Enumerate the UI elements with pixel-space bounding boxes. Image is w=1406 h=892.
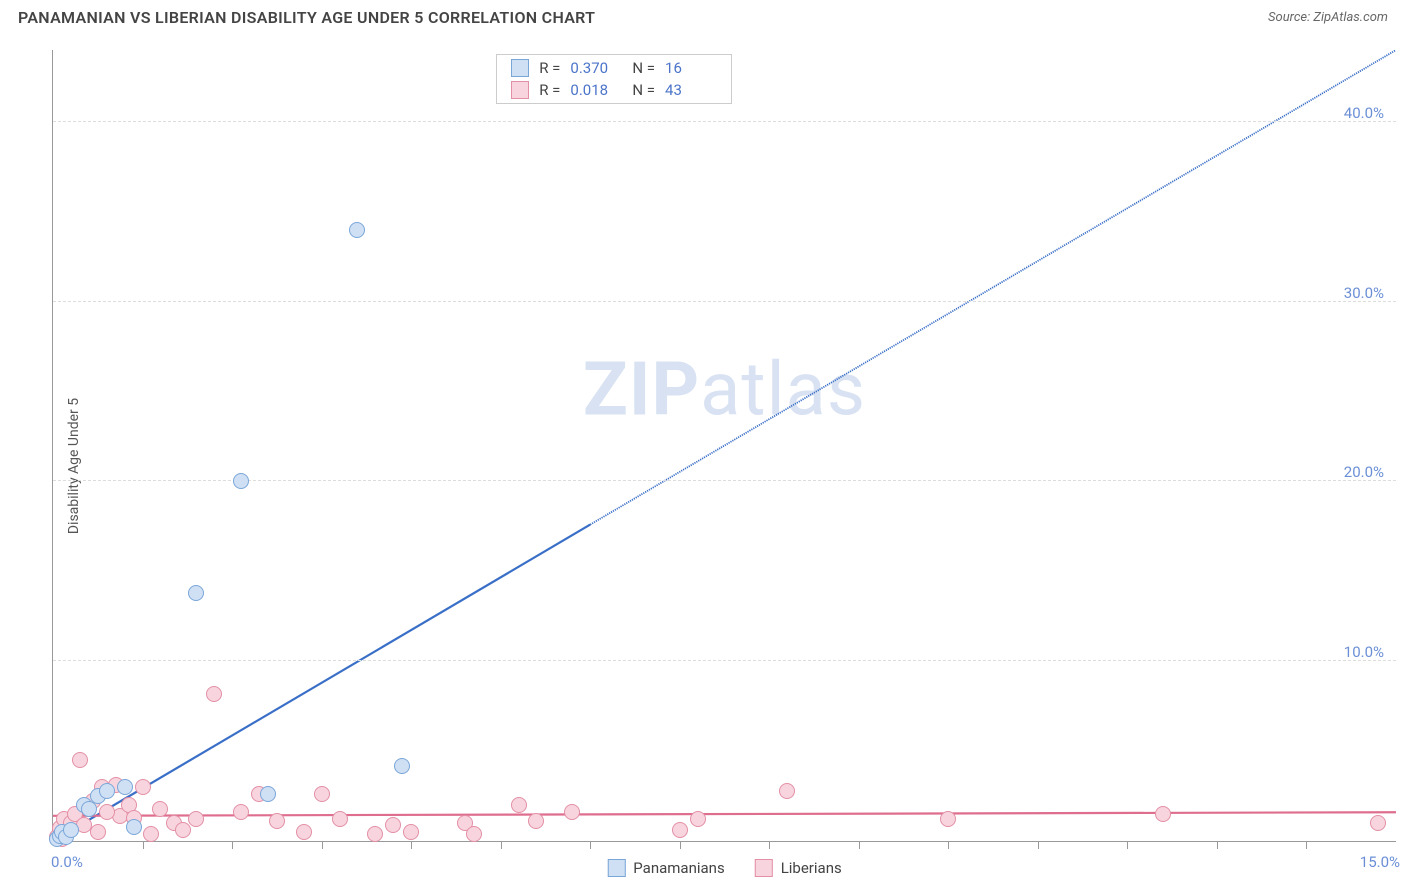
- data-point-liberians: [1370, 815, 1386, 831]
- swatch-liberians: [511, 81, 529, 99]
- x-axis-max-label: 15.0%: [1360, 853, 1400, 871]
- data-point-liberians: [690, 811, 706, 827]
- gridline: [53, 660, 1396, 661]
- data-point-liberians: [367, 826, 383, 842]
- trend-lines-svg: [53, 50, 1396, 841]
- legend-item-panamanians: Panamanians: [607, 859, 724, 877]
- legend-label: Panamanians: [633, 859, 724, 877]
- x-tick: [232, 841, 233, 849]
- plot-area: ZIPatlas R = 0.370 N = 16 R = 0.018 N = …: [52, 50, 1396, 842]
- x-tick: [590, 841, 591, 849]
- data-point-liberians: [940, 811, 956, 827]
- swatch-liberians: [755, 859, 773, 877]
- data-point-liberians: [143, 826, 159, 842]
- legend-correlation-box: R = 0.370 N = 16 R = 0.018 N = 43: [496, 54, 732, 104]
- data-point-liberians: [385, 817, 401, 833]
- watermark-bold: ZIP: [583, 347, 700, 434]
- x-tick: [859, 841, 860, 849]
- y-tick-label: 40.0%: [1344, 104, 1384, 122]
- data-point-liberians: [269, 813, 285, 829]
- data-point-panamanians: [117, 779, 133, 795]
- n-value: 43: [665, 81, 717, 99]
- data-point-liberians: [564, 804, 580, 820]
- x-tick: [322, 841, 323, 849]
- data-point-liberians: [72, 752, 88, 768]
- y-tick-label: 20.0%: [1344, 463, 1384, 481]
- data-point-liberians: [99, 804, 115, 820]
- chart-container: Disability Age Under 5 ZIPatlas R = 0.37…: [0, 40, 1406, 892]
- data-point-liberians: [1155, 806, 1171, 822]
- y-tick-label: 10.0%: [1344, 643, 1384, 661]
- gridline: [53, 480, 1396, 481]
- data-point-liberians: [314, 786, 330, 802]
- data-point-liberians: [152, 801, 168, 817]
- gridline: [53, 121, 1396, 122]
- r-value: 0.018: [570, 81, 622, 99]
- x-axis-min-label: 0.0%: [51, 853, 83, 871]
- x-tick: [1217, 841, 1218, 849]
- data-point-panamanians: [126, 819, 142, 835]
- watermark-rest: atlas: [700, 347, 866, 434]
- data-point-liberians: [206, 686, 222, 702]
- data-point-panamanians: [99, 783, 115, 799]
- x-tick: [680, 841, 681, 849]
- watermark: ZIPatlas: [583, 347, 866, 434]
- data-point-liberians: [188, 811, 204, 827]
- data-point-panamanians: [260, 786, 276, 802]
- legend-label: Liberians: [781, 859, 842, 877]
- data-point-panamanians: [188, 585, 204, 601]
- x-tick: [501, 841, 502, 849]
- data-point-liberians: [403, 824, 419, 840]
- n-label: N =: [632, 81, 655, 99]
- data-point-liberians: [175, 822, 191, 838]
- x-tick: [769, 841, 770, 849]
- data-point-liberians: [466, 826, 482, 842]
- swatch-panamanians: [511, 59, 529, 77]
- x-tick: [1038, 841, 1039, 849]
- chart-title: PANAMANIAN VS LIBERIAN DISABILITY AGE UN…: [18, 8, 595, 27]
- legend-row-liberians: R = 0.018 N = 43: [497, 79, 731, 101]
- x-tick: [948, 841, 949, 849]
- r-label: R =: [539, 59, 560, 77]
- x-tick: [411, 841, 412, 849]
- swatch-panamanians: [607, 859, 625, 877]
- gridline: [53, 301, 1396, 302]
- data-point-liberians: [528, 813, 544, 829]
- legend-series: Panamanians Liberians: [607, 859, 841, 877]
- x-tick: [1127, 841, 1128, 849]
- legend-item-liberians: Liberians: [755, 859, 842, 877]
- data-point-panamanians: [81, 801, 97, 817]
- data-point-panamanians: [63, 822, 79, 838]
- data-point-liberians: [511, 797, 527, 813]
- data-point-liberians: [332, 811, 348, 827]
- data-point-liberians: [296, 824, 312, 840]
- source-label: Source: ZipAtlas.com: [1268, 10, 1388, 25]
- r-value: 0.370: [570, 59, 622, 77]
- data-point-liberians: [779, 783, 795, 799]
- data-point-liberians: [135, 779, 151, 795]
- data-point-liberians: [672, 822, 688, 838]
- n-value: 16: [665, 59, 717, 77]
- data-point-panamanians: [233, 473, 249, 489]
- r-label: R =: [539, 81, 560, 99]
- data-point-liberians: [90, 824, 106, 840]
- data-point-liberians: [233, 804, 249, 820]
- y-tick-label: 30.0%: [1344, 284, 1384, 302]
- data-point-panamanians: [394, 758, 410, 774]
- n-label: N =: [632, 59, 655, 77]
- x-tick: [143, 841, 144, 849]
- x-tick: [1306, 841, 1307, 849]
- data-point-panamanians: [349, 222, 365, 238]
- legend-row-panamanians: R = 0.370 N = 16: [497, 57, 731, 79]
